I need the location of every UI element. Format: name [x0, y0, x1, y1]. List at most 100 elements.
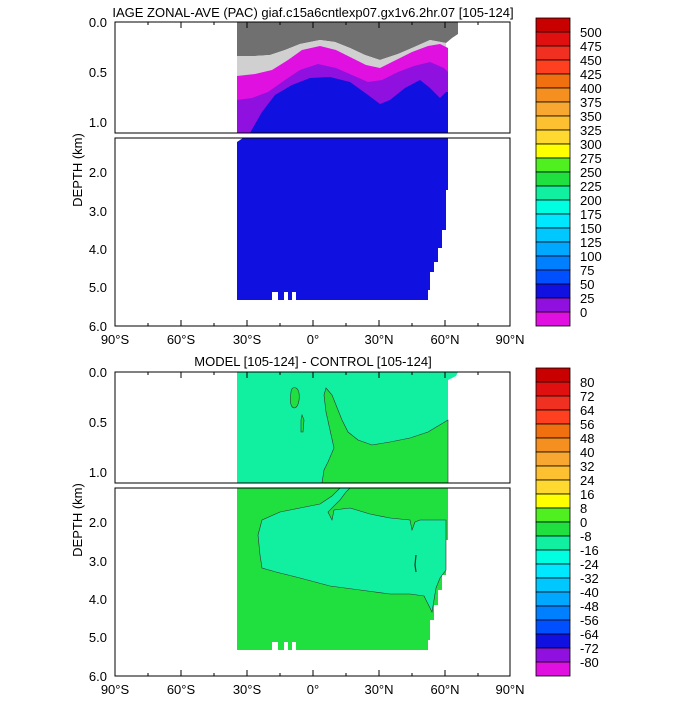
bottom-ytick-label: 0.5 — [89, 415, 107, 430]
top-ytick-label: 0.5 — [89, 65, 107, 80]
bottom-upper-plot — [114, 371, 511, 484]
bottom-xtick-label: 30°S — [233, 682, 262, 697]
colorbar-swatch — [535, 311, 571, 327]
top-ytick-label: 3.0 — [89, 204, 107, 219]
colorbar-swatch — [535, 45, 571, 61]
top-y-axis: 0.0 0.5 1.0 2.0 3.0 4.0 5.0 6.0 DEPTH (k… — [70, 15, 107, 334]
top-upper-blue-layer — [250, 77, 448, 133]
bottom-upper-green-region — [321, 387, 449, 484]
top-ytick-label: 1.0 — [89, 115, 107, 130]
colorbar-label: 175 — [580, 207, 602, 222]
colorbar-label: 56 — [580, 417, 594, 432]
colorbar-label: 275 — [580, 151, 602, 166]
colorbar-swatch — [535, 171, 571, 187]
colorbar-swatch — [535, 661, 571, 677]
colorbar-label: -8 — [580, 529, 592, 544]
colorbar-label: 350 — [580, 109, 602, 124]
colorbar-swatch — [535, 409, 571, 425]
top-ytick-label: 6.0 — [89, 319, 107, 334]
colorbar-swatch — [535, 241, 571, 257]
colorbar-label: 150 — [580, 221, 602, 236]
top-ytick-label: 0.0 — [89, 15, 107, 30]
colorbar-swatch — [535, 185, 571, 201]
top-xtick-label: 90°S — [101, 332, 130, 347]
bottom-panel: MODEL [105-124] - CONTROL [105-124] 0.0 … — [70, 354, 599, 697]
colorbar-swatch — [535, 563, 571, 579]
top-lower-blue-body — [237, 138, 448, 300]
colorbar-swatch — [535, 269, 571, 285]
colorbar-swatch — [535, 577, 571, 593]
bottom-lower-cyan-region — [237, 487, 447, 613]
bottom-xtick-label: 0° — [307, 682, 319, 697]
bottom-upper-green-blob — [290, 387, 300, 409]
colorbar-label: -16 — [580, 543, 599, 558]
colorbar-swatch — [535, 619, 571, 635]
bottom-ylabel: DEPTH (km) — [70, 483, 85, 557]
colorbar-label: -80 — [580, 655, 599, 670]
top-xtick-label: 30°S — [233, 332, 262, 347]
colorbar-label: -48 — [580, 599, 599, 614]
colorbar-label: 250 — [580, 165, 602, 180]
colorbar-label: -40 — [580, 585, 599, 600]
colorbar-label: 16 — [580, 487, 594, 502]
bottom-upper-green-sliver — [300, 413, 305, 433]
colorbar-label: 300 — [580, 137, 602, 152]
colorbar-label: 24 — [580, 473, 594, 488]
colorbar-label: 125 — [580, 235, 602, 250]
colorbar-label: 200 — [580, 193, 602, 208]
bottom-colorbar: 80726456484032241680-8-16-24-32-40-48-56… — [535, 367, 599, 677]
colorbar-label: 0 — [580, 305, 587, 320]
top-ytick-label: 5.0 — [89, 280, 107, 295]
colorbar-swatch — [535, 143, 571, 159]
colorbar-swatch — [535, 17, 571, 33]
colorbar-swatch — [535, 367, 571, 383]
colorbar-label: 375 — [580, 95, 602, 110]
bottom-lower-plot — [114, 487, 511, 677]
bottom-ytick-label: 4.0 — [89, 592, 107, 607]
colorbar-label: 25 — [580, 291, 594, 306]
colorbar-label: 32 — [580, 459, 594, 474]
colorbar-label: 40 — [580, 445, 594, 460]
bottom-tick-marks — [114, 372, 511, 676]
colorbar-label: 80 — [580, 375, 594, 390]
top-xtick-label: 60°S — [167, 332, 196, 347]
colorbar-label: -32 — [580, 571, 599, 586]
top-x-axis: 90°S 60°S 30°S 0° 30°N 60°N 90°N — [101, 332, 525, 347]
bottom-xtick-label: 60°S — [167, 682, 196, 697]
colorbar-swatch — [535, 465, 571, 481]
colorbar-swatch — [535, 31, 571, 47]
colorbar-label: 425 — [580, 67, 602, 82]
colorbar-swatch — [535, 101, 571, 117]
colorbar-swatch — [535, 549, 571, 565]
top-upper-gray-layer — [237, 22, 458, 60]
colorbar-swatch — [535, 255, 571, 271]
bottom-ytick-label: 5.0 — [89, 630, 107, 645]
bottom-x-axis: 90°S 60°S 30°S 0° 30°N 60°N 90°N — [101, 682, 525, 697]
colorbar-swatch — [535, 507, 571, 523]
colorbar-label: 325 — [580, 123, 602, 138]
bottom-ytick-label: 1.0 — [89, 465, 107, 480]
top-ytick-label: 4.0 — [89, 242, 107, 257]
colorbar-swatch — [535, 199, 571, 215]
colorbar-label: 400 — [580, 81, 602, 96]
colorbar-swatch — [535, 115, 571, 131]
top-tick-marks — [114, 22, 511, 326]
colorbar-swatch — [535, 605, 571, 621]
colorbar-label: -24 — [580, 557, 599, 572]
top-ylabel: DEPTH (km) — [70, 133, 85, 207]
colorbar-swatch — [535, 535, 571, 551]
colorbar-swatch — [535, 213, 571, 229]
top-colorbar: 5004754504254003753503253002752502252001… — [535, 17, 602, 327]
colorbar-swatch — [535, 633, 571, 649]
top-ytick-label: 2.0 — [89, 165, 107, 180]
bottom-xtick-label: 60°N — [430, 682, 459, 697]
colorbar-swatch — [535, 437, 571, 453]
bottom-y-axis: 0.0 0.5 1.0 2.0 3.0 4.0 5.0 6.0 DEPTH (k… — [70, 365, 107, 684]
colorbar-swatch — [535, 381, 571, 397]
colorbar-swatch — [535, 493, 571, 509]
colorbar-swatch — [535, 129, 571, 145]
top-lower-plot — [114, 137, 511, 327]
top-xtick-label: 60°N — [430, 332, 459, 347]
top-upper-plot — [114, 21, 511, 134]
